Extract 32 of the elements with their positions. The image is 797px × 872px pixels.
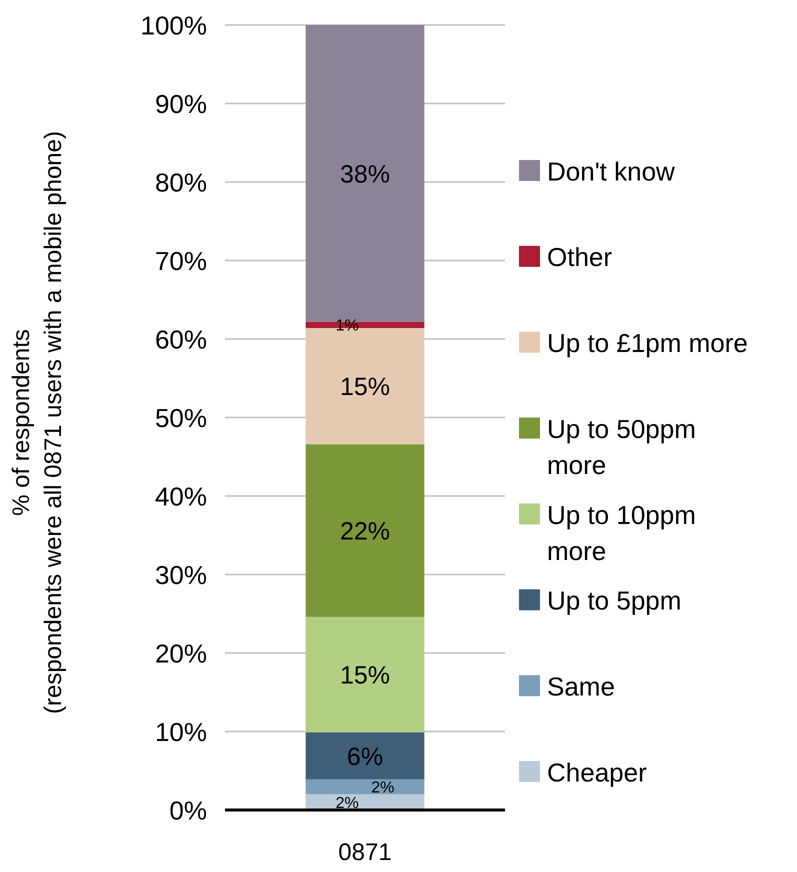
bar [306, 616, 424, 732]
legend-label: Up to £1pm more [547, 328, 748, 358]
y-tick-label: 70% [154, 246, 207, 276]
legend-label: Up to 50ppm more [547, 414, 696, 480]
y-tick-label: 10% [154, 716, 207, 747]
data-label: 6% [346, 742, 384, 771]
legend-label: Cheaper [547, 757, 648, 788]
y-axis-title: % of respondents (respondents were all 0871 users with a mobile phone) [8, 131, 67, 714]
legend-label: Don't know [547, 156, 676, 186]
y-tick-label: 20% [154, 638, 207, 668]
data-label: 2% [371, 780, 394, 797]
data-label: 38% [340, 160, 390, 188]
x-tick-label: 0871 [338, 839, 392, 866]
legend-label: Same [547, 672, 615, 702]
bar [306, 444, 424, 617]
y-tick-label: 30% [154, 560, 207, 590]
y-tick-label: 60% [154, 324, 207, 354]
y-tick-label: 100% [140, 10, 207, 40]
data-label: 2% [336, 794, 359, 812]
data-label: 22% [340, 518, 390, 546]
bar [306, 779, 424, 794]
bar [306, 732, 424, 780]
legend-label: Up to 10ppm more [547, 500, 696, 566]
data-label: 15% [340, 373, 390, 402]
y-tick-label: 50% [154, 402, 207, 433]
data-label: 15% [340, 662, 390, 690]
y-tick-label: 80% [154, 167, 207, 198]
y-tick-label: 0% [169, 795, 207, 826]
y-tick-label: 90% [154, 88, 207, 119]
y-tick-label: 40% [154, 481, 207, 512]
legend-label: Other [547, 242, 612, 272]
legend-label: Up to 5ppm [547, 586, 682, 616]
